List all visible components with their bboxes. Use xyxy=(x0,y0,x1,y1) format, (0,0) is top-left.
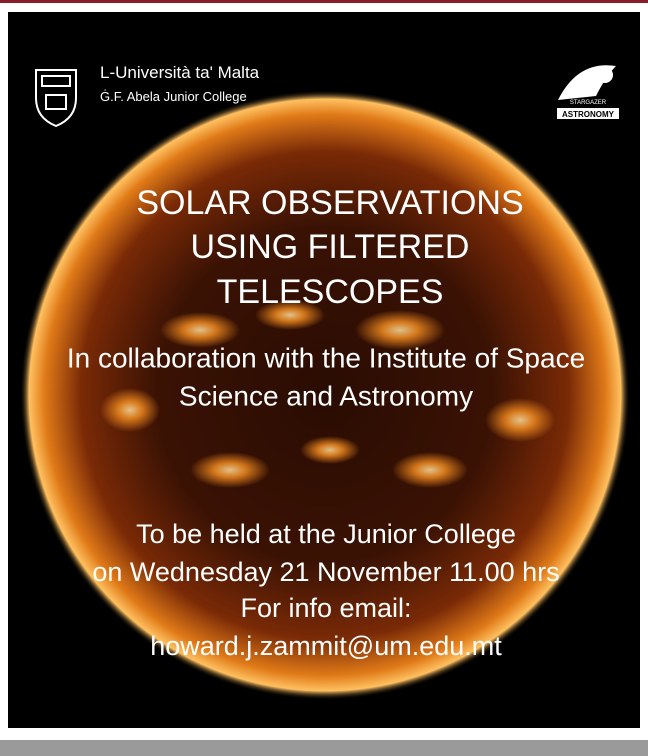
page: L-Università ta' Malta Ġ.F. Abela Junior… xyxy=(0,0,648,756)
details-line: on Wednesday 21 November 11.00 hrs xyxy=(92,557,559,587)
details-line: For info email: xyxy=(240,593,411,623)
bottom-bar xyxy=(0,740,648,756)
university-name: L-Università ta' Malta xyxy=(100,63,260,82)
logo-text: ASTRONOMY xyxy=(562,110,615,119)
details-line: howard.j.zammit@um.edu.mt xyxy=(150,631,502,661)
college-name: Ġ.F. Abela Junior College xyxy=(100,89,247,104)
title-line: USING FILTERED xyxy=(191,228,470,266)
subtitle-line: In collaboration with the Institute of S… xyxy=(67,342,585,373)
title-line: TELESCOPES xyxy=(217,273,444,311)
top-bar xyxy=(0,0,648,3)
title-line: SOLAR OBSERVATIONS xyxy=(136,184,523,222)
logo-text: STARGAZER xyxy=(570,100,607,106)
subtitle-line: Science and Astronomy xyxy=(179,380,473,411)
details-line: To be held at the Junior College xyxy=(136,519,516,549)
poster-view: L-Università ta' Malta Ġ.F. Abela Junior… xyxy=(0,0,648,756)
